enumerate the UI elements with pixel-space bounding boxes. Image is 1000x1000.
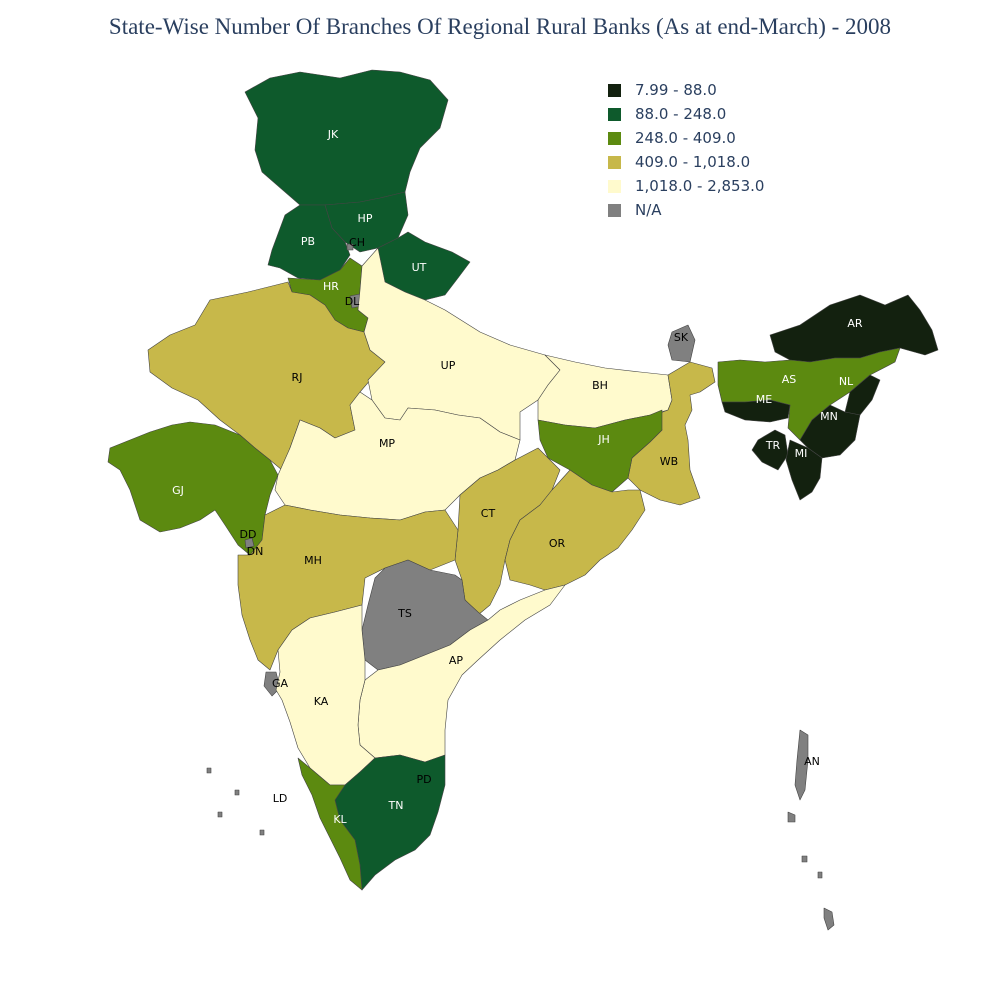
state-or[interactable]: [504, 469, 646, 591]
state-jk[interactable]: [244, 69, 449, 206]
state-label-ts: TS: [397, 607, 412, 620]
state-label-bh: BH: [592, 379, 608, 392]
state-label-dn: DN: [247, 545, 264, 558]
state-label-ga: GA: [272, 677, 289, 690]
state-label-pd: PD: [416, 773, 431, 786]
state-label-mh: MH: [304, 554, 322, 567]
legend-swatch: [608, 203, 621, 217]
state-label-tr: TR: [765, 439, 781, 452]
state-label-mp: MP: [379, 437, 395, 450]
state-label-up: UP: [441, 359, 456, 372]
legend-swatch: [608, 131, 621, 145]
state-kl[interactable]: [297, 757, 363, 891]
state-label-or: OR: [549, 537, 566, 550]
legend-swatch: [608, 179, 621, 193]
state-mi[interactable]: [785, 439, 823, 501]
state-label-dd: DD: [240, 528, 257, 541]
state-ld[interactable]: [206, 767, 265, 836]
state-label-me: ME: [756, 393, 772, 406]
legend-label: 7.99 - 88.0: [635, 81, 717, 99]
state-an[interactable]: [787, 729, 835, 931]
state-label-jh: JH: [597, 433, 610, 446]
state-me[interactable]: [721, 399, 791, 423]
state-ka[interactable]: [275, 604, 376, 786]
state-label-ap: AP: [449, 654, 464, 667]
legend-item-bin-2[interactable]: 248.0 - 409.0: [608, 126, 764, 150]
map-title: State-Wise Number Of Branches Of Regiona…: [108, 14, 892, 39]
state-label-sk: SK: [674, 331, 689, 344]
state-label-gj: GJ: [172, 484, 184, 497]
state-label-ka: KA: [314, 695, 329, 708]
state-label-mi: MI: [795, 447, 808, 460]
state-label-rj: RJ: [292, 371, 303, 384]
legend-swatch: [608, 155, 621, 169]
legend-label: N/A: [635, 201, 662, 219]
state-label-as: AS: [782, 373, 797, 386]
state-dd[interactable]: [244, 537, 255, 549]
state-label-ld: LD: [273, 792, 288, 805]
state-label-an: AN: [804, 755, 820, 768]
state-label-pb: PB: [301, 235, 315, 248]
legend-item-bin-1[interactable]: 88.0 - 248.0: [608, 102, 764, 126]
state-label-wb: WB: [660, 455, 678, 468]
state-label-ut: UT: [412, 261, 427, 274]
state-label-ch: CH: [349, 236, 365, 249]
legend-label: 88.0 - 248.0: [635, 105, 727, 123]
state-label-mn: MN: [820, 410, 838, 423]
legend-item-bin-0[interactable]: 7.99 - 88.0: [608, 78, 764, 102]
legend-label: 248.0 - 409.0: [635, 129, 736, 147]
state-label-hp: HP: [358, 212, 373, 225]
legend-label: 1,018.0 - 2,853.0: [635, 177, 765, 195]
legend-item-na[interactable]: N/A: [608, 198, 764, 222]
state-tr[interactable]: [751, 429, 789, 471]
state-label-tn: TN: [388, 799, 404, 812]
state-label-jk: JK: [327, 128, 339, 141]
state-label-kl: KL: [333, 813, 347, 826]
legend-item-bin-4[interactable]: 1,018.0 - 2,853.0: [608, 174, 764, 198]
legend-swatch: [608, 83, 621, 97]
state-label-ct: CT: [481, 507, 496, 520]
legend: 7.99 - 88.0 88.0 - 248.0 248.0 - 409.0 4…: [608, 78, 764, 222]
state-ch[interactable]: [346, 243, 354, 251]
state-label-nl: NL: [839, 375, 854, 388]
legend-item-bin-3[interactable]: 409.0 - 1,018.0: [608, 150, 764, 174]
legend-label: 409.0 - 1,018.0: [635, 153, 751, 171]
state-jh[interactable]: [537, 409, 663, 493]
state-label-ar: AR: [847, 317, 863, 330]
state-mn[interactable]: [799, 404, 861, 459]
legend-swatch: [608, 107, 621, 121]
state-label-hr: HR: [323, 280, 339, 293]
state-label-dl: DL: [345, 295, 360, 308]
